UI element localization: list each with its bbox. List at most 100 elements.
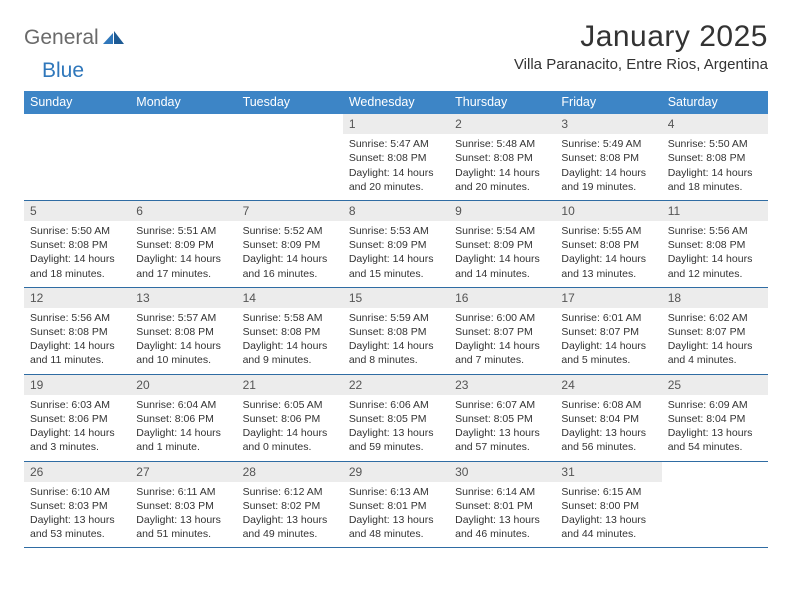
day-number: 4 xyxy=(662,114,768,134)
day-content: Sunrise: 6:03 AMSunset: 8:06 PMDaylight:… xyxy=(24,395,130,461)
day-content: Sunrise: 5:58 AMSunset: 8:08 PMDaylight:… xyxy=(237,308,343,374)
weekday-header-cell: Saturday xyxy=(662,91,768,114)
daylight-line: Daylight: 13 hours and 49 minutes. xyxy=(243,513,337,541)
sunset-line: Sunset: 8:08 PM xyxy=(668,151,762,165)
week-row: 5Sunrise: 5:50 AMSunset: 8:08 PMDaylight… xyxy=(24,201,768,288)
weekday-header-cell: Wednesday xyxy=(343,91,449,114)
day-content: Sunrise: 5:50 AMSunset: 8:08 PMDaylight:… xyxy=(662,134,768,200)
day-content: Sunrise: 5:51 AMSunset: 8:09 PMDaylight:… xyxy=(130,221,236,287)
day-cell: 25Sunrise: 6:09 AMSunset: 8:04 PMDayligh… xyxy=(662,375,768,461)
sunrise-line: Sunrise: 5:56 AM xyxy=(30,311,124,325)
daylight-line: Daylight: 14 hours and 15 minutes. xyxy=(349,252,443,280)
daylight-line: Daylight: 14 hours and 20 minutes. xyxy=(349,166,443,194)
day-cell: 7Sunrise: 5:52 AMSunset: 8:09 PMDaylight… xyxy=(237,201,343,287)
sunset-line: Sunset: 8:04 PM xyxy=(668,412,762,426)
sunset-line: Sunset: 8:08 PM xyxy=(455,151,549,165)
sunrise-line: Sunrise: 5:47 AM xyxy=(349,137,443,151)
sunset-line: Sunset: 8:09 PM xyxy=(349,238,443,252)
day-number: 20 xyxy=(130,375,236,395)
sunrise-line: Sunrise: 6:05 AM xyxy=(243,398,337,412)
day-cell: 15Sunrise: 5:59 AMSunset: 8:08 PMDayligh… xyxy=(343,288,449,374)
day-cell: 26Sunrise: 6:10 AMSunset: 8:03 PMDayligh… xyxy=(24,462,130,548)
daylight-line: Daylight: 13 hours and 53 minutes. xyxy=(30,513,124,541)
day-content: Sunrise: 5:50 AMSunset: 8:08 PMDaylight:… xyxy=(24,221,130,287)
daylight-line: Daylight: 14 hours and 8 minutes. xyxy=(349,339,443,367)
day-content: Sunrise: 6:14 AMSunset: 8:01 PMDaylight:… xyxy=(449,482,555,548)
week-row: 19Sunrise: 6:03 AMSunset: 8:06 PMDayligh… xyxy=(24,375,768,462)
sunrise-line: Sunrise: 6:09 AM xyxy=(668,398,762,412)
sunrise-line: Sunrise: 6:07 AM xyxy=(455,398,549,412)
sunrise-line: Sunrise: 5:56 AM xyxy=(668,224,762,238)
day-number: 19 xyxy=(24,375,130,395)
day-content: Sunrise: 6:06 AMSunset: 8:05 PMDaylight:… xyxy=(343,395,449,461)
day-content: Sunrise: 6:02 AMSunset: 8:07 PMDaylight:… xyxy=(662,308,768,374)
brand-text-2: Blue xyxy=(42,59,84,83)
day-number: 6 xyxy=(130,201,236,221)
sunset-line: Sunset: 8:07 PM xyxy=(668,325,762,339)
daylight-line: Daylight: 14 hours and 9 minutes. xyxy=(243,339,337,367)
sunset-line: Sunset: 8:06 PM xyxy=(243,412,337,426)
daylight-line: Daylight: 14 hours and 19 minutes. xyxy=(561,166,655,194)
day-cell: 31Sunrise: 6:15 AMSunset: 8:00 PMDayligh… xyxy=(555,462,661,548)
day-content: Sunrise: 5:54 AMSunset: 8:09 PMDaylight:… xyxy=(449,221,555,287)
day-cell: 20Sunrise: 6:04 AMSunset: 8:06 PMDayligh… xyxy=(130,375,236,461)
sunrise-line: Sunrise: 6:12 AM xyxy=(243,485,337,499)
sunrise-line: Sunrise: 6:03 AM xyxy=(30,398,124,412)
sunrise-line: Sunrise: 6:02 AM xyxy=(668,311,762,325)
day-cell: 22Sunrise: 6:06 AMSunset: 8:05 PMDayligh… xyxy=(343,375,449,461)
day-content: Sunrise: 6:15 AMSunset: 8:00 PMDaylight:… xyxy=(555,482,661,548)
daylight-line: Daylight: 14 hours and 17 minutes. xyxy=(136,252,230,280)
sunset-line: Sunset: 8:08 PM xyxy=(561,151,655,165)
day-number: 24 xyxy=(555,375,661,395)
day-number: 23 xyxy=(449,375,555,395)
daylight-line: Daylight: 14 hours and 1 minute. xyxy=(136,426,230,454)
week-row: ...1Sunrise: 5:47 AMSunset: 8:08 PMDayli… xyxy=(24,114,768,201)
sunset-line: Sunset: 8:00 PM xyxy=(561,499,655,513)
day-content: Sunrise: 6:00 AMSunset: 8:07 PMDaylight:… xyxy=(449,308,555,374)
sunset-line: Sunset: 8:03 PM xyxy=(30,499,124,513)
sunrise-line: Sunrise: 5:59 AM xyxy=(349,311,443,325)
weekday-header-cell: Friday xyxy=(555,91,661,114)
day-cell: . xyxy=(24,114,130,200)
day-cell: 8Sunrise: 5:53 AMSunset: 8:09 PMDaylight… xyxy=(343,201,449,287)
day-cell: 2Sunrise: 5:48 AMSunset: 8:08 PMDaylight… xyxy=(449,114,555,200)
sunrise-line: Sunrise: 5:57 AM xyxy=(136,311,230,325)
brand-sail-icon xyxy=(103,31,125,45)
day-number: 1 xyxy=(343,114,449,134)
day-number: 12 xyxy=(24,288,130,308)
day-content: Sunrise: 5:48 AMSunset: 8:08 PMDaylight:… xyxy=(449,134,555,200)
sunset-line: Sunset: 8:09 PM xyxy=(136,238,230,252)
sunset-line: Sunset: 8:08 PM xyxy=(30,325,124,339)
day-content: Sunrise: 6:09 AMSunset: 8:04 PMDaylight:… xyxy=(662,395,768,461)
day-content: Sunrise: 5:59 AMSunset: 8:08 PMDaylight:… xyxy=(343,308,449,374)
sunset-line: Sunset: 8:03 PM xyxy=(136,499,230,513)
day-content: Sunrise: 6:10 AMSunset: 8:03 PMDaylight:… xyxy=(24,482,130,548)
day-content: Sunrise: 6:04 AMSunset: 8:06 PMDaylight:… xyxy=(130,395,236,461)
sunrise-line: Sunrise: 6:14 AM xyxy=(455,485,549,499)
sunset-line: Sunset: 8:05 PM xyxy=(349,412,443,426)
day-cell: 16Sunrise: 6:00 AMSunset: 8:07 PMDayligh… xyxy=(449,288,555,374)
daylight-line: Daylight: 13 hours and 44 minutes. xyxy=(561,513,655,541)
day-content: Sunrise: 6:08 AMSunset: 8:04 PMDaylight:… xyxy=(555,395,661,461)
day-number: 15 xyxy=(343,288,449,308)
sunset-line: Sunset: 8:04 PM xyxy=(561,412,655,426)
day-number: 31 xyxy=(555,462,661,482)
day-number: 17 xyxy=(555,288,661,308)
day-cell: 3Sunrise: 5:49 AMSunset: 8:08 PMDaylight… xyxy=(555,114,661,200)
day-number: 18 xyxy=(662,288,768,308)
day-content: Sunrise: 5:56 AMSunset: 8:08 PMDaylight:… xyxy=(24,308,130,374)
sunrise-line: Sunrise: 6:04 AM xyxy=(136,398,230,412)
day-number: 2 xyxy=(449,114,555,134)
day-number: 10 xyxy=(555,201,661,221)
day-cell: 10Sunrise: 5:55 AMSunset: 8:08 PMDayligh… xyxy=(555,201,661,287)
weekday-header-row: SundayMondayTuesdayWednesdayThursdayFrid… xyxy=(24,91,768,114)
location-text: Villa Paranacito, Entre Rios, Argentina xyxy=(514,56,768,73)
day-cell: 6Sunrise: 5:51 AMSunset: 8:09 PMDaylight… xyxy=(130,201,236,287)
sunrise-line: Sunrise: 6:06 AM xyxy=(349,398,443,412)
day-content: Sunrise: 5:47 AMSunset: 8:08 PMDaylight:… xyxy=(343,134,449,200)
day-cell: 14Sunrise: 5:58 AMSunset: 8:08 PMDayligh… xyxy=(237,288,343,374)
daylight-line: Daylight: 14 hours and 11 minutes. xyxy=(30,339,124,367)
day-number: 25 xyxy=(662,375,768,395)
sunset-line: Sunset: 8:08 PM xyxy=(668,238,762,252)
daylight-line: Daylight: 13 hours and 48 minutes. xyxy=(349,513,443,541)
